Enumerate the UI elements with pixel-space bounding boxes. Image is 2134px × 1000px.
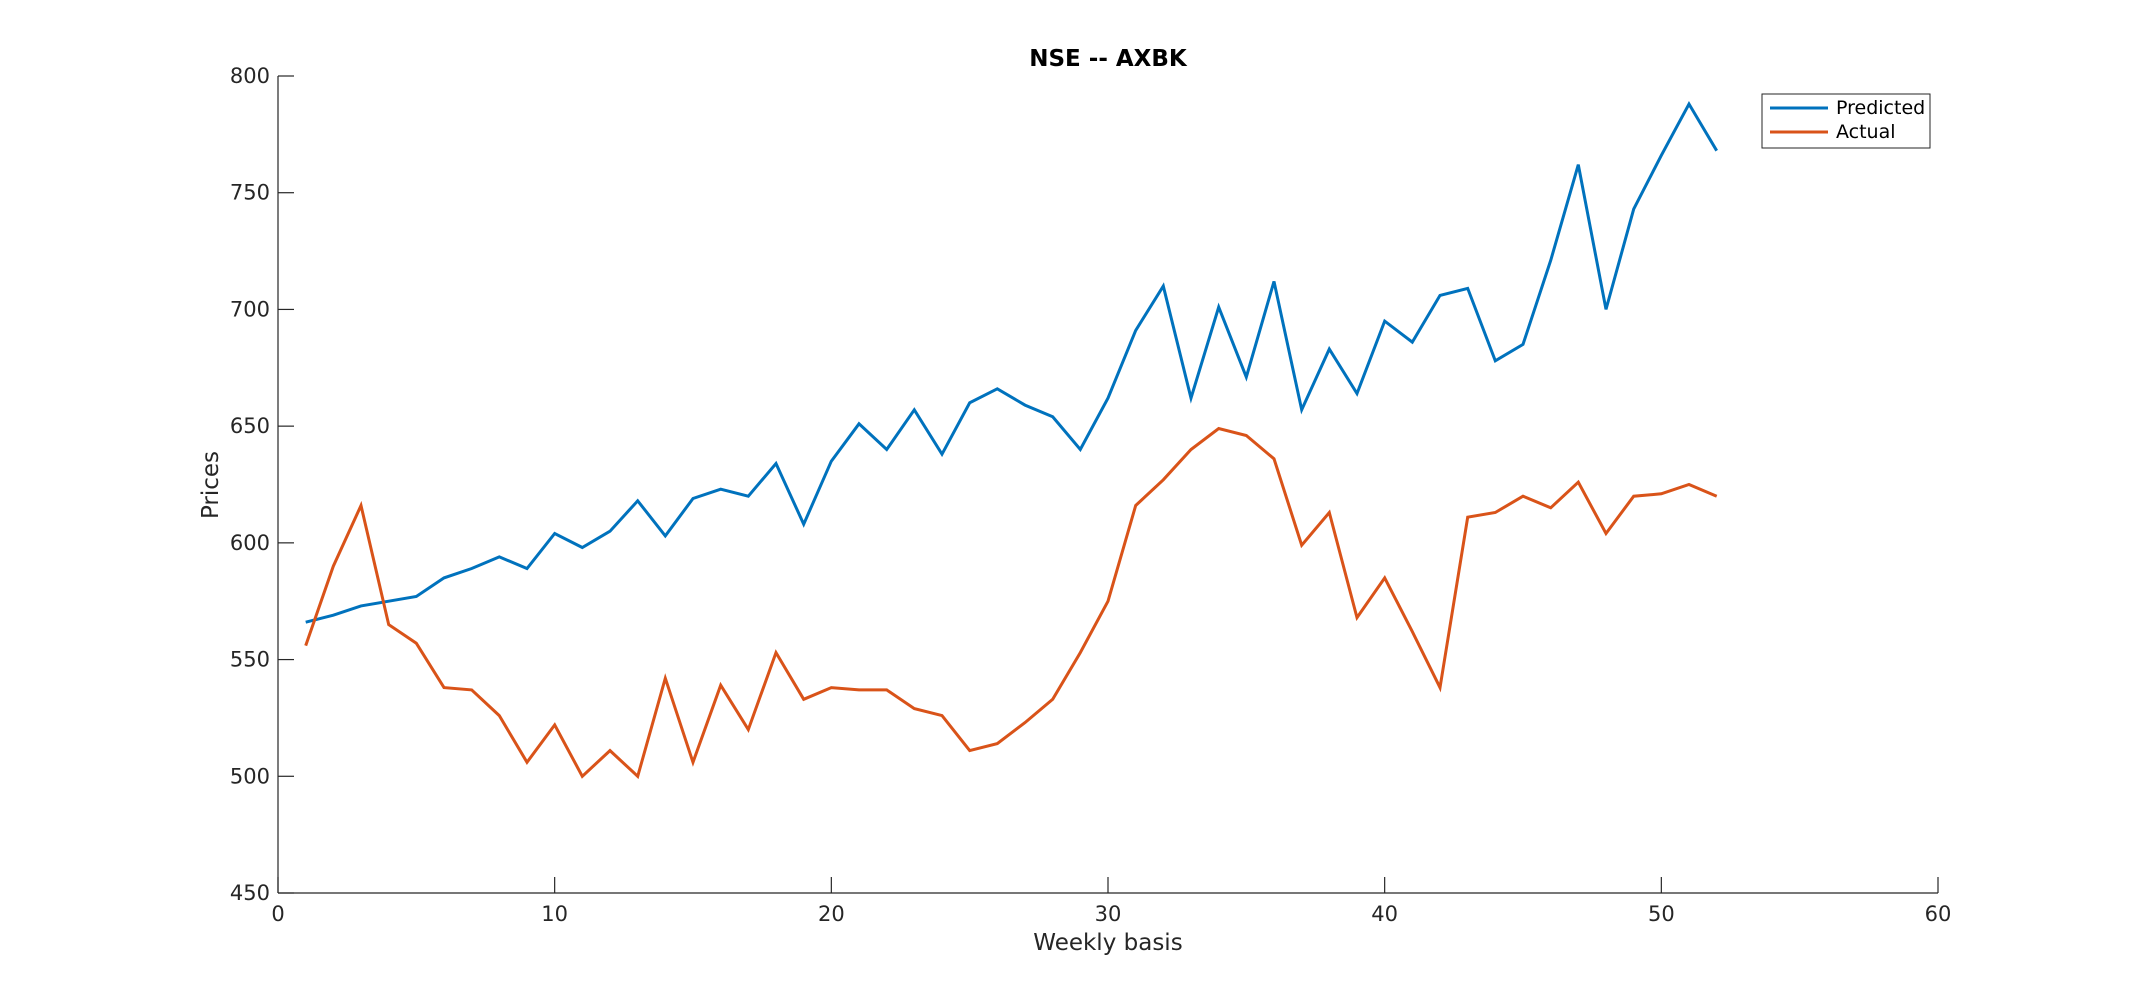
x-axis-label: Weekly basis (1033, 930, 1182, 956)
x-tick-label: 40 (1371, 902, 1398, 926)
x-tick-label: 30 (1095, 902, 1122, 926)
y-tick-label: 650 (230, 414, 270, 438)
y-tick-label: 600 (230, 531, 270, 555)
series-layer (304, 100, 1718, 780)
x-axis-ticks: 0 10 20 30 40 50 60 (271, 877, 1951, 926)
y-tick-label: 800 (230, 64, 270, 88)
y-tick-label: 700 (230, 297, 270, 321)
series-line-predicted (305, 100, 1718, 624)
series-line-actual (304, 426, 1718, 780)
chart-title: NSE -- AXBK (1029, 46, 1188, 72)
y-tick-label: 750 (230, 181, 270, 205)
legend-label-predicted: Predicted (1836, 97, 1925, 119)
y-axis-ticks: 450 500 550 600 650 700 750 800 (230, 64, 294, 905)
y-tick-label: 500 (230, 764, 270, 788)
legend-box (1761, 93, 1931, 149)
y-axis-label: Prices (198, 451, 224, 519)
x-tick-label: 10 (541, 902, 568, 926)
x-tick-label: 60 (1925, 902, 1952, 926)
x-tick-label: 50 (1648, 902, 1675, 926)
y-tick-label: 450 (230, 881, 270, 905)
y-tick-label: 550 (230, 648, 270, 672)
x-tick-label: 20 (818, 902, 845, 926)
x-tick-label: 0 (271, 902, 284, 926)
legend-label-actual: Actual (1836, 121, 1896, 143)
